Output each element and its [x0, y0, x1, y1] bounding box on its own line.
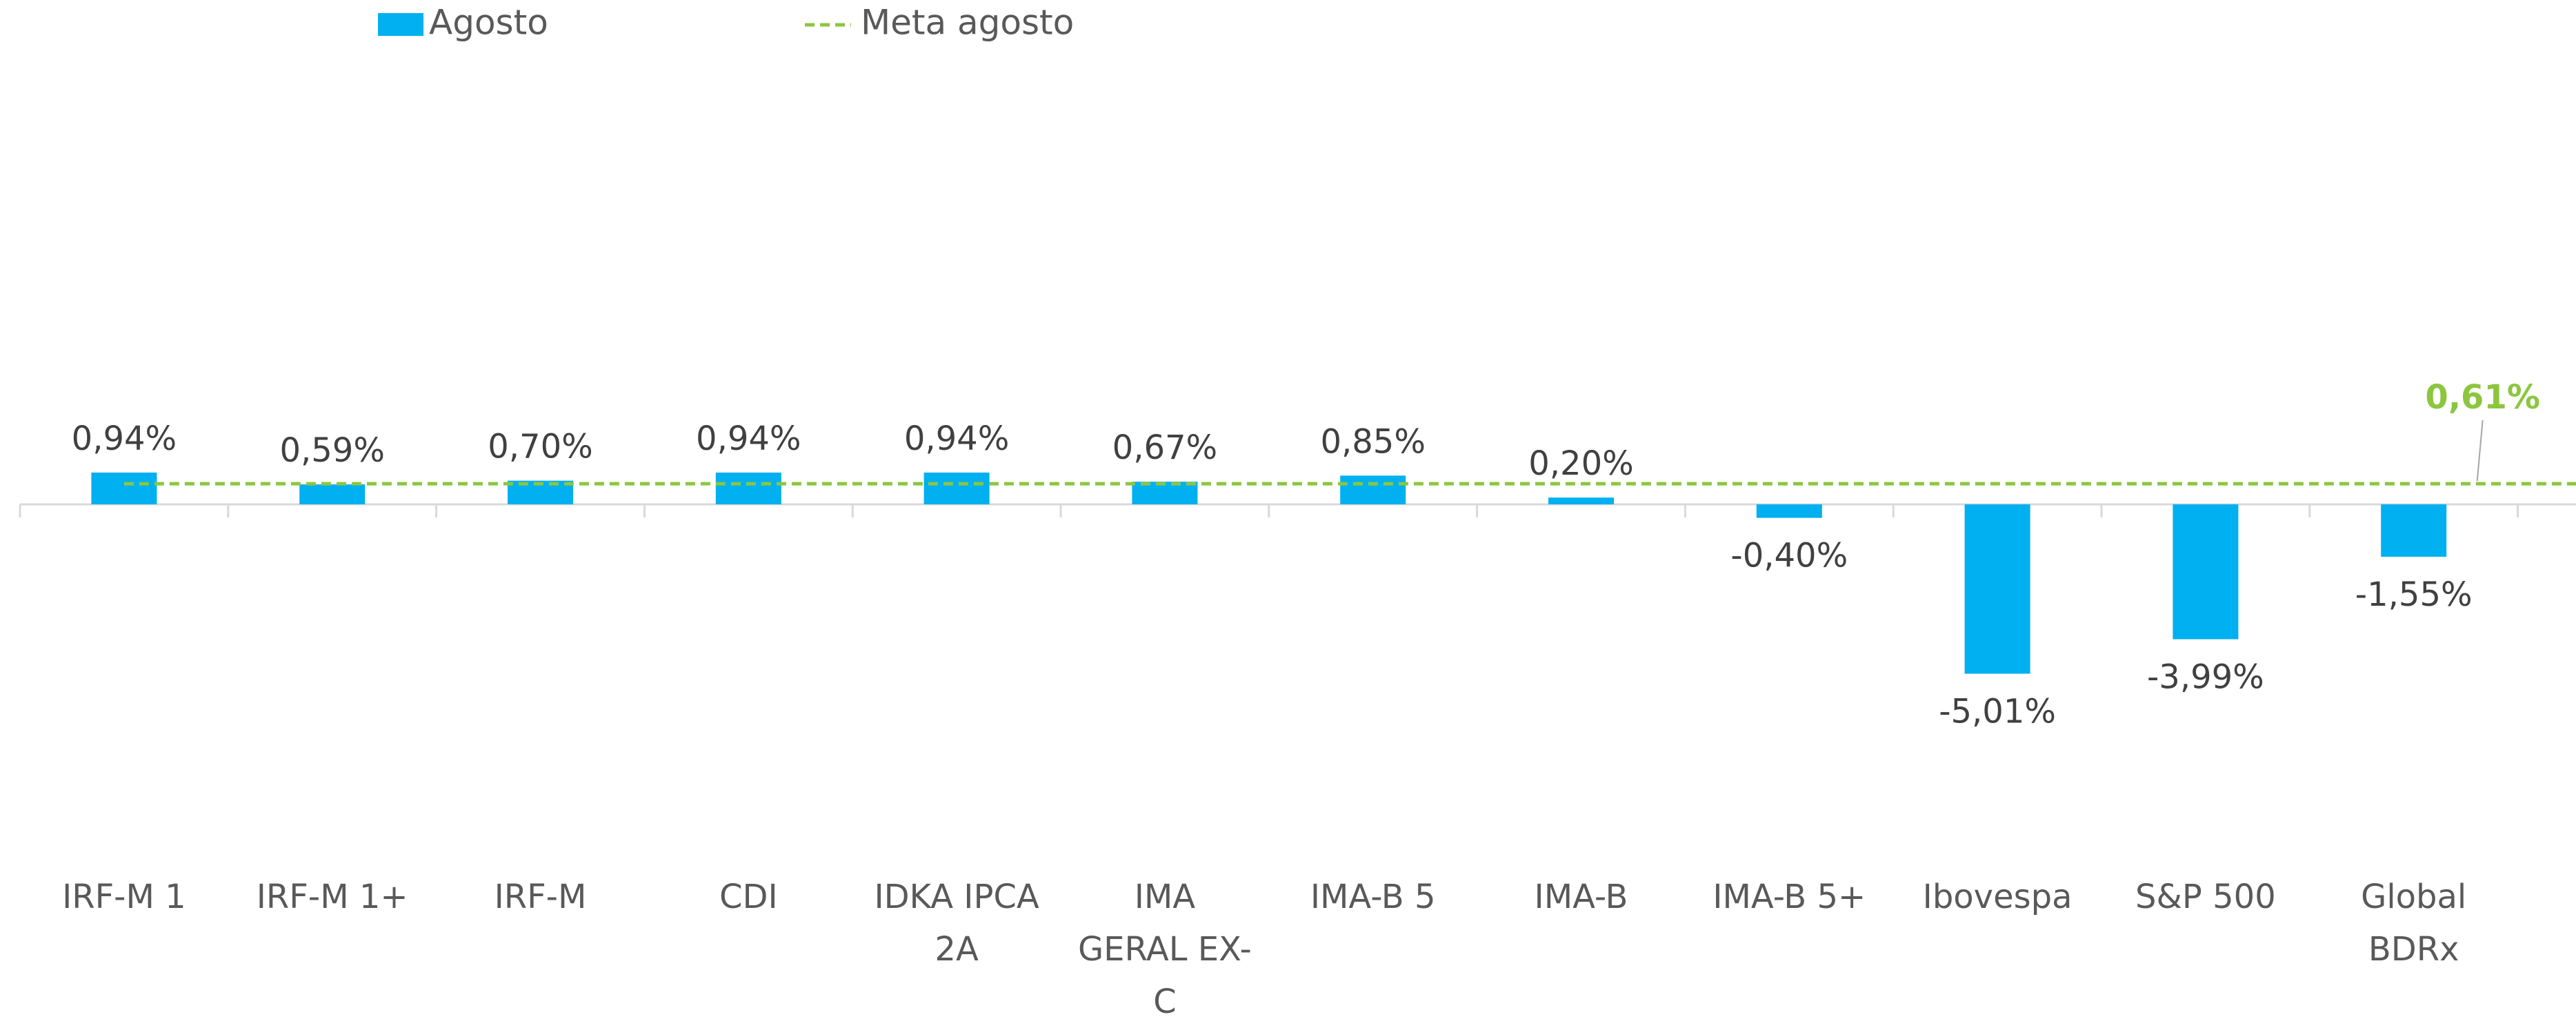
- bar: [1132, 482, 1198, 504]
- data-label: 0,94%: [72, 419, 177, 458]
- x-tick-label: IMA-B 5: [1310, 878, 1436, 916]
- x-tick-label: IMA GERAL EX-C: [1077, 878, 1252, 1021]
- data-label: 0,59%: [279, 431, 384, 470]
- x-tick-label: IMA-B 5+: [1713, 878, 1866, 916]
- bar: [923, 472, 990, 504]
- data-label: -3,99%: [2147, 658, 2264, 697]
- data-label: 0,67%: [1112, 428, 1217, 467]
- bar: [1340, 475, 1406, 504]
- bar: [1964, 504, 2030, 674]
- bar: [1548, 497, 1614, 504]
- data-label: 0,70%: [488, 428, 592, 466]
- target-label: 0,61%: [2425, 378, 2540, 417]
- bar: [1756, 504, 1822, 518]
- x-tick-label: IRF-M 1: [62, 878, 186, 916]
- data-label: 0,85%: [1320, 422, 1425, 461]
- bar: [299, 484, 366, 504]
- bar: [2173, 504, 2239, 640]
- data-label: 0,94%: [904, 419, 1009, 458]
- bar: [91, 472, 157, 504]
- chart: Agosto Meta agosto 0,94% 0,59% 0,70% 0,94% 0,9…: [19, 3, 2576, 731]
- data-label: 0,94%: [696, 419, 801, 458]
- x-tick-label: Global BDRx: [2361, 878, 2467, 969]
- x-tick-label: IMA-B: [1534, 878, 1628, 916]
- data-label: -1,55%: [2355, 575, 2473, 614]
- x-tick-label: Ibovespa: [1922, 878, 2073, 916]
- data-label: 0,20%: [1528, 444, 1633, 483]
- bar: [715, 472, 781, 504]
- legend-label: Meta agosto: [861, 3, 1074, 43]
- x-tick-label: IRF-M 1+: [256, 878, 408, 916]
- bar: [2381, 504, 2447, 557]
- x-tick-label: IRF-M: [494, 878, 587, 916]
- legend-label: Agosto: [429, 3, 548, 43]
- page: {"chart_data": { "type": "bar", "categor…: [19, 2, 2576, 1021]
- x-tick-label: CDI: [719, 878, 778, 916]
- data-label: -5,01%: [1939, 692, 2056, 731]
- x-tick-label: S&P 500: [2135, 878, 2276, 916]
- leader-line: [2476, 419, 2484, 482]
- data-label: -0,40%: [1730, 537, 1848, 575]
- legend-swatch: [378, 13, 423, 36]
- x-tick-label: IDKA IPCA 2A: [874, 878, 1039, 969]
